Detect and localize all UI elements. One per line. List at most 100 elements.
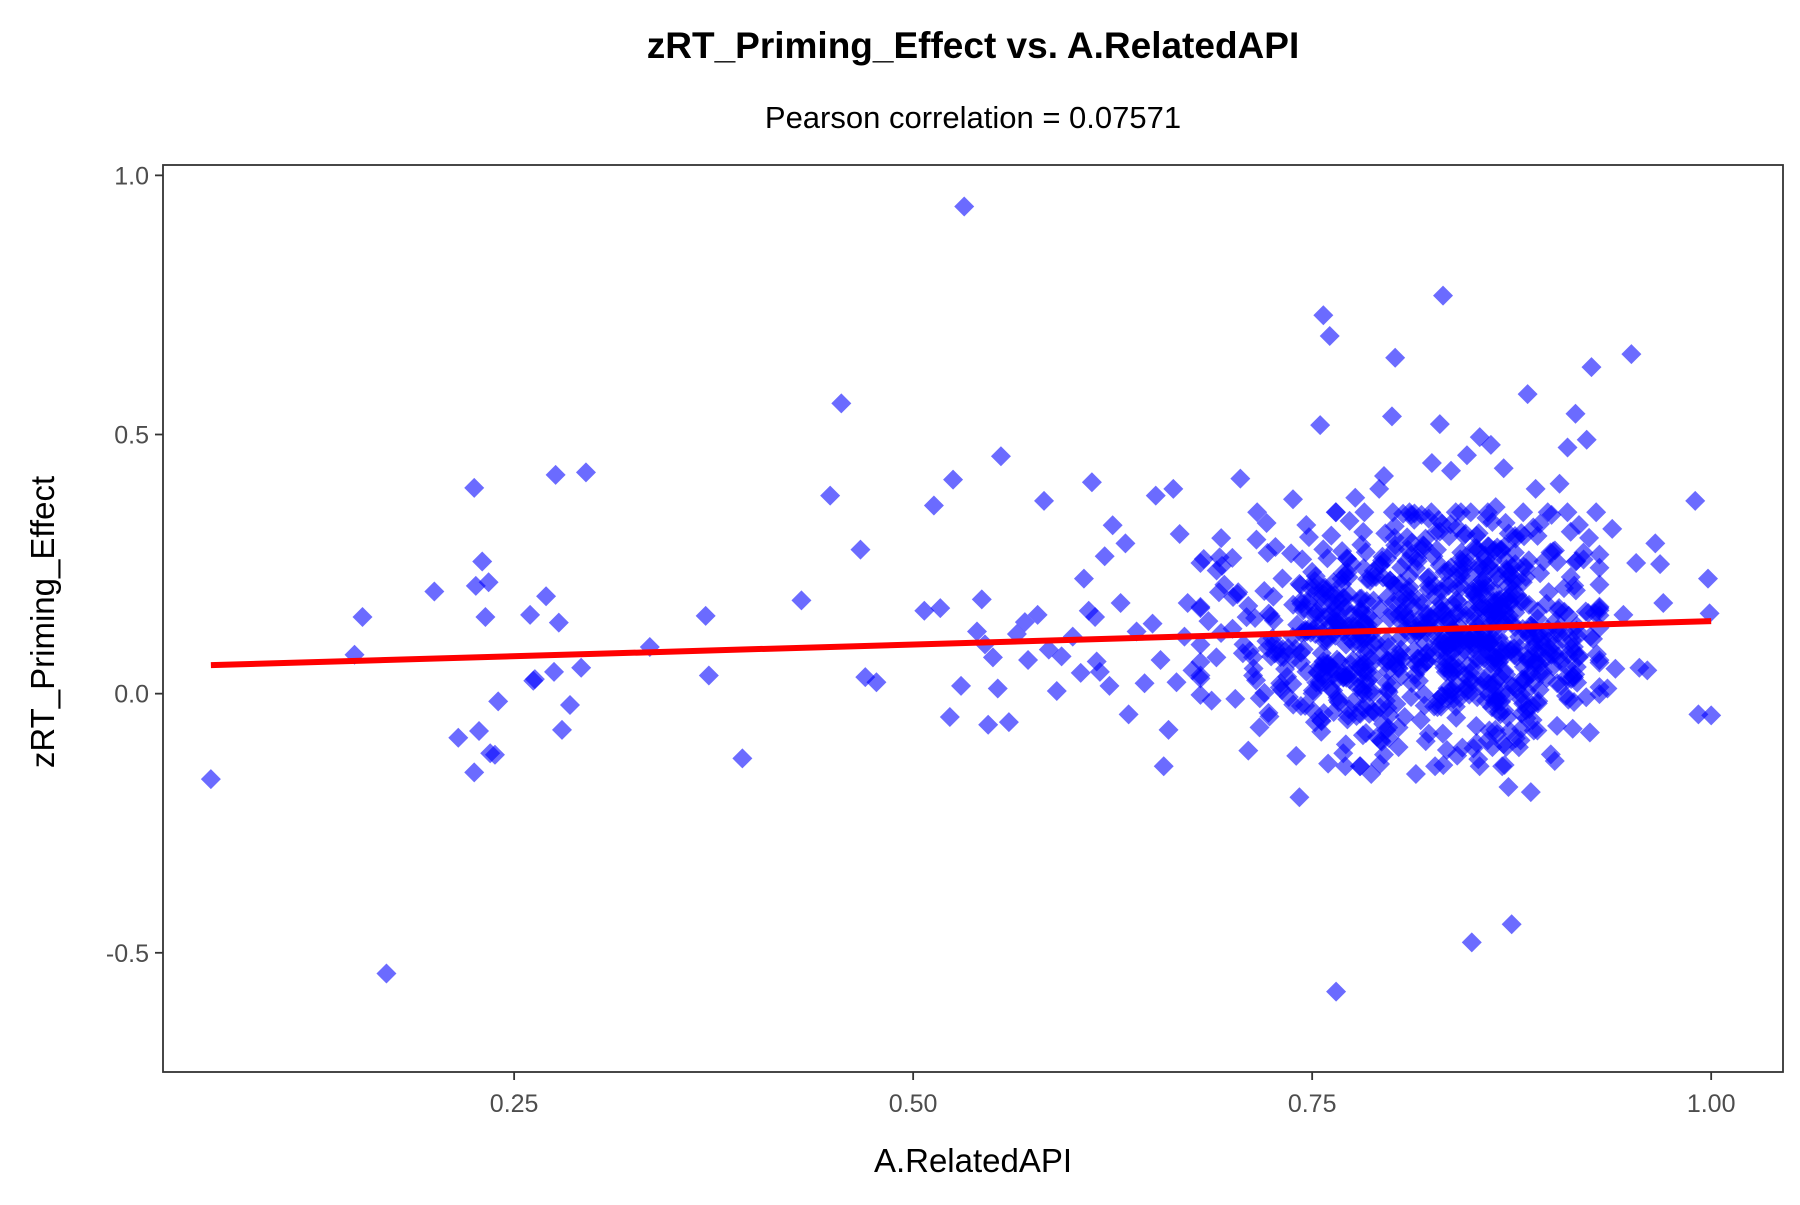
data-point <box>732 748 753 769</box>
data-point <box>1589 574 1610 595</box>
data-point <box>1549 473 1570 494</box>
data-point <box>1230 468 1251 489</box>
y-tick-label: 0.5 <box>114 422 149 450</box>
data-point <box>1544 751 1565 772</box>
data-point <box>1449 603 1469 624</box>
data-point <box>1446 589 1467 610</box>
data-point <box>1070 662 1091 683</box>
data-point <box>1432 723 1453 744</box>
data-point <box>1613 604 1634 625</box>
data-point <box>1573 542 1594 563</box>
data-point <box>1283 489 1304 510</box>
data-point <box>820 485 841 506</box>
data-point <box>1046 681 1067 702</box>
data-point <box>552 719 573 740</box>
data-point <box>1321 525 1342 546</box>
data-point <box>1480 434 1501 455</box>
data-point <box>1437 635 1458 656</box>
data-point <box>1504 542 1525 563</box>
data-point <box>1339 510 1360 531</box>
data-point <box>1382 502 1403 523</box>
data-point <box>1375 523 1396 544</box>
data-point <box>1314 577 1335 598</box>
data-point <box>1258 702 1279 723</box>
data-point <box>1302 561 1323 582</box>
data-point <box>1306 672 1327 693</box>
data-point <box>971 589 992 610</box>
data-point <box>1018 649 1039 670</box>
data-point <box>1225 688 1246 709</box>
data-point <box>1457 566 1478 587</box>
data-point <box>1483 580 1504 601</box>
data-point <box>1579 527 1600 548</box>
x-tick-label: 0.25 <box>490 1090 539 1118</box>
data-point <box>1452 737 1473 758</box>
data-point <box>1626 553 1647 574</box>
data-point <box>1358 605 1379 626</box>
data-point <box>1489 647 1510 668</box>
data-point <box>1310 415 1331 436</box>
data-point <box>1589 598 1610 619</box>
data-point <box>1085 606 1106 627</box>
data-point <box>1243 665 1264 686</box>
data-point <box>1233 634 1254 655</box>
data-point <box>987 678 1008 699</box>
data-point <box>575 462 596 483</box>
data-point <box>1373 465 1394 486</box>
data-point <box>1513 502 1534 523</box>
data-point <box>1438 560 1459 581</box>
data-point <box>1538 582 1559 603</box>
data-point <box>1401 686 1422 707</box>
data-point <box>1359 682 1380 703</box>
data-point <box>1223 586 1244 607</box>
chart-title: zRT_Priming_Effect vs. A.RelatedAPI <box>647 25 1299 66</box>
data-point <box>1318 753 1339 774</box>
data-point <box>1426 521 1447 542</box>
data-point <box>1472 559 1493 580</box>
data-point <box>1520 782 1541 803</box>
data-point <box>1366 726 1387 747</box>
data-point <box>1413 535 1434 556</box>
data-point <box>1568 515 1589 536</box>
data-point <box>1513 556 1534 577</box>
data-point <box>1281 543 1302 564</box>
data-point <box>695 605 716 626</box>
data-point <box>1214 574 1235 595</box>
data-point <box>1294 598 1315 619</box>
data-point <box>914 600 935 621</box>
data-point <box>1445 696 1466 717</box>
data-point <box>559 695 580 716</box>
data-point <box>469 720 490 741</box>
data-point <box>1441 460 1462 481</box>
data-point <box>1650 554 1671 575</box>
data-point <box>1027 604 1048 625</box>
data-point <box>1405 558 1426 579</box>
data-point <box>1366 567 1387 588</box>
data-point <box>1425 756 1446 777</box>
data-point <box>1637 660 1658 681</box>
data-point <box>200 769 221 790</box>
data-point <box>1286 745 1307 766</box>
data-point <box>1605 658 1626 679</box>
data-point <box>1523 720 1544 741</box>
data-point <box>982 647 1003 668</box>
data-point <box>1511 718 1532 739</box>
data-point <box>1457 553 1478 574</box>
data-point <box>1463 738 1484 759</box>
data-point <box>1385 347 1406 368</box>
data-point <box>1089 661 1110 682</box>
data-point <box>1190 684 1211 705</box>
data-point <box>1361 763 1382 784</box>
data-point <box>1467 650 1488 671</box>
data-point <box>1115 533 1136 554</box>
data-point <box>978 714 999 735</box>
data-point <box>939 706 960 727</box>
data-point <box>1564 691 1585 712</box>
axis-ticks: 0.25 0.50 0.75 1.00 -0.5 0.0 0.5 1.0 <box>106 162 1736 1118</box>
data-point <box>1338 699 1359 720</box>
data-point <box>1319 326 1340 347</box>
data-point <box>464 762 485 783</box>
data-point <box>1512 572 1533 593</box>
data-point <box>1547 715 1568 736</box>
